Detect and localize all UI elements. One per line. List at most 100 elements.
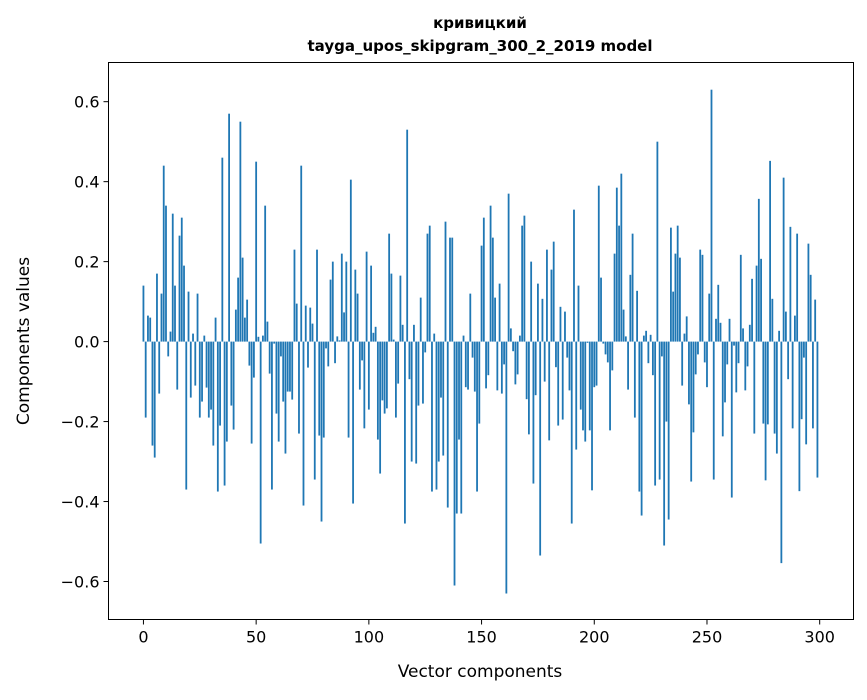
- bar-290: [796, 233, 799, 342]
- bar-259: [726, 341, 729, 365]
- bar-282: [778, 330, 781, 342]
- bar-4: [151, 341, 154, 446]
- y-tick-label: 0.2: [74, 253, 99, 272]
- bar-254: [715, 318, 717, 342]
- bar-224: [647, 341, 650, 364]
- bar-82: [327, 341, 330, 367]
- bar-173: [532, 341, 535, 484]
- chart-title-line-1: кривицкий: [433, 14, 527, 32]
- bar-285: [784, 311, 787, 342]
- bar-2: [147, 315, 149, 342]
- bar-162: [507, 193, 510, 342]
- bar-115: [401, 324, 404, 342]
- bar-81: [325, 341, 327, 349]
- bar-45: [243, 317, 246, 342]
- bar-41: [234, 309, 237, 342]
- bar-156: [494, 297, 496, 342]
- bar-155: [491, 237, 494, 342]
- bar-266: [742, 328, 744, 342]
- bar-14: [174, 285, 176, 342]
- bar-90: [345, 261, 348, 342]
- bar-99: [365, 251, 368, 342]
- bar-35: [221, 157, 224, 342]
- bar-32: [214, 317, 217, 342]
- bar-21: [189, 341, 192, 398]
- bar-135: [446, 341, 449, 508]
- bar-66: [291, 341, 294, 400]
- bar-255: [717, 284, 720, 342]
- bar-1: [144, 341, 147, 418]
- bar-271: [753, 341, 756, 434]
- bar-88: [340, 253, 343, 342]
- bar-172: [530, 261, 533, 342]
- bar-17: [180, 217, 183, 342]
- bar-119: [410, 341, 413, 462]
- bar-111: [392, 339, 395, 342]
- bar-251: [708, 293, 711, 342]
- bar-267: [744, 341, 747, 391]
- bar-177: [541, 298, 544, 342]
- bar-38: [228, 113, 230, 342]
- bar-97: [361, 341, 363, 361]
- bar-94: [354, 269, 357, 342]
- bar-108: [385, 341, 388, 409]
- bar-133: [442, 341, 445, 456]
- bar-11: [167, 341, 170, 357]
- bar-28: [205, 341, 208, 388]
- bar-299: [816, 341, 819, 478]
- bar-268: [746, 341, 749, 367]
- bar-15: [176, 341, 179, 390]
- bar-253: [712, 341, 715, 480]
- bar-277: [766, 341, 769, 425]
- bar-118: [408, 341, 411, 380]
- bar-296: [809, 274, 812, 342]
- bar-222: [642, 335, 645, 342]
- bar-19: [185, 341, 188, 490]
- bar-43: [239, 121, 242, 342]
- bar-212: [620, 173, 623, 342]
- bar-30: [210, 341, 212, 410]
- bar-295: [807, 243, 810, 342]
- bar-292: [800, 341, 803, 420]
- bar-101: [370, 265, 373, 342]
- x-tick-label: 0: [138, 628, 148, 647]
- bar-83: [329, 279, 332, 342]
- bar-234: [670, 227, 672, 342]
- bar-67: [293, 249, 296, 342]
- bar-199: [591, 341, 593, 491]
- bar-202: [597, 185, 600, 342]
- bar-157: [496, 341, 499, 391]
- bar-181: [550, 269, 553, 342]
- bar-56: [268, 341, 271, 374]
- bar-92: [349, 179, 352, 342]
- bar-223: [645, 330, 648, 342]
- bar-233: [667, 341, 670, 520]
- bar-96: [358, 341, 361, 390]
- bar-95: [356, 293, 359, 342]
- bar-194: [579, 341, 582, 410]
- bar-10: [165, 205, 167, 342]
- bar-12: [169, 331, 172, 342]
- bar-213: [622, 309, 625, 342]
- bar-132: [440, 341, 442, 398]
- bar-204: [602, 341, 605, 344]
- bar-138: [453, 341, 456, 586]
- bar-174: [534, 341, 537, 396]
- bar-293: [803, 341, 805, 358]
- bar-229: [658, 341, 661, 480]
- bar-273: [757, 198, 760, 342]
- bar-59: [275, 341, 278, 414]
- bar-190: [570, 341, 573, 524]
- y-axis-ticks: −0.6 −0.4 −0.2 0.0 0.2 0.4 0.6: [61, 93, 109, 592]
- bar-230: [660, 341, 663, 357]
- bar-80: [322, 341, 325, 438]
- bar-40: [232, 341, 235, 430]
- bar-211: [618, 225, 620, 342]
- bar-112: [395, 341, 397, 418]
- bar-228: [656, 141, 659, 342]
- bar-191: [573, 209, 575, 342]
- bar-51: [257, 336, 260, 342]
- x-tick-label: 200: [579, 628, 610, 647]
- bar-85: [334, 341, 336, 364]
